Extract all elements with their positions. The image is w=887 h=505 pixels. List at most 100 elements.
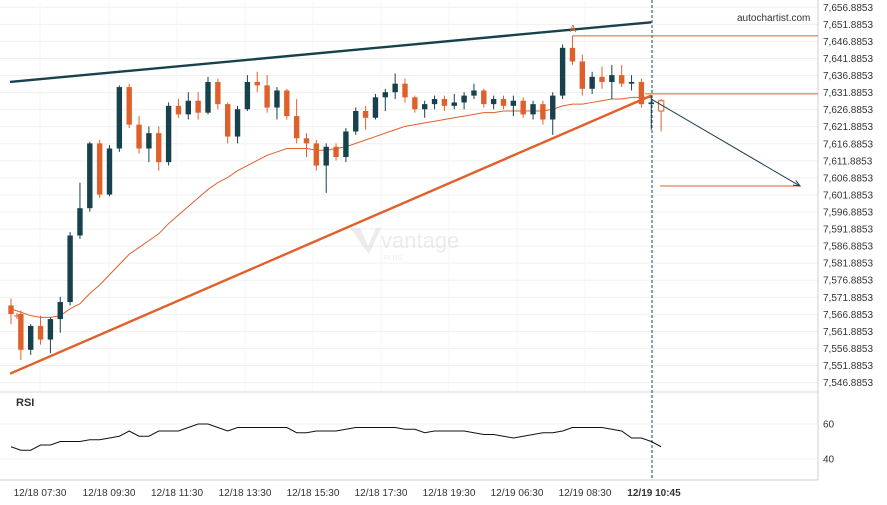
- candle-body: [619, 75, 625, 84]
- candle-body: [333, 146, 339, 158]
- candle: [471, 83, 477, 100]
- price-tick-label: 7,656.8853: [823, 3, 873, 14]
- candle-body: [392, 83, 398, 93]
- candle-body: [28, 325, 34, 350]
- candle: [382, 88, 388, 111]
- candle-body: [530, 104, 536, 115]
- candle-body: [402, 83, 408, 98]
- candle: [392, 73, 398, 100]
- candle-body: [540, 104, 546, 120]
- candle: [510, 95, 517, 117]
- candle: [461, 92, 467, 110]
- time-tick-label: 12/18 13:30: [219, 488, 272, 499]
- candle-body: [589, 76, 595, 89]
- candle: [343, 128, 349, 163]
- candle-body: [372, 97, 379, 118]
- candle-body: [451, 102, 457, 106]
- candle: [628, 75, 635, 91]
- time-tick-label: 12/18 15:30: [287, 488, 340, 499]
- candle-body: [146, 133, 152, 149]
- price-axis: 7,656.8853 7,651.8853 7,646.8853 7,641.8853…: [823, 3, 873, 389]
- candle-body: [323, 146, 329, 166]
- price-tick-label: 7,576.8853: [823, 276, 873, 287]
- price-tick-label: 7,586.8853: [823, 242, 873, 253]
- price-tick-label: 7,631.8853: [823, 88, 873, 99]
- target-arrowhead: [792, 180, 802, 187]
- candle: [8, 298, 14, 325]
- candle-body: [579, 61, 585, 89]
- candle-body: [284, 90, 290, 117]
- candle: [333, 143, 339, 161]
- candle-body: [599, 76, 605, 82]
- rsi-panel: 60 40: [0, 420, 835, 466]
- rsi-line: [10, 423, 662, 451]
- candle: [638, 78, 645, 108]
- price-tick-label: 7,621.8853: [823, 122, 873, 133]
- price-tick-label: 7,641.8853: [823, 54, 873, 65]
- time-tick-label: 12/19 06:30: [491, 488, 544, 499]
- candle: [205, 76, 211, 115]
- candle: [619, 64, 625, 88]
- candle: [37, 315, 44, 345]
- candle-body: [136, 124, 142, 149]
- candle: [431, 95, 438, 110]
- candle: [57, 296, 63, 333]
- candle: [293, 99, 300, 144]
- candle: [77, 182, 83, 239]
- time-axis: 12/18 07:30 12/18 09:30 12/18 11:30 12/18 1…: [14, 488, 682, 499]
- candle-body: [18, 313, 24, 350]
- candle-body: [609, 75, 615, 82]
- candle: [274, 87, 280, 120]
- candle-body: [87, 143, 93, 209]
- candle: [362, 105, 369, 130]
- time-tick-label: 12/19 10:45: [627, 488, 681, 499]
- candle: [559, 44, 566, 100]
- candle-body: [550, 95, 556, 120]
- candle: [520, 97, 526, 118]
- price-tick-label: 7,566.8853: [823, 310, 873, 321]
- candle: [313, 139, 320, 171]
- time-tick-label: 12/18 09:30: [83, 488, 136, 499]
- price-tick-label: 7,651.8853: [823, 20, 873, 31]
- price-tick-label: 7,571.8853: [823, 293, 873, 304]
- watermark-sub: PLUS: [384, 255, 403, 262]
- candle: [569, 35, 576, 65]
- candle-body: [195, 100, 201, 113]
- candle-body: [343, 131, 349, 158]
- time-tick-label: 12/18 07:30: [14, 488, 67, 499]
- resistance-trendline: [9, 21, 652, 84]
- candle: [372, 93, 379, 120]
- price-tick-label: 7,596.8853: [823, 208, 873, 219]
- candle-body: [500, 99, 507, 106]
- candle: [28, 324, 34, 355]
- watermark-brand: vantage: [381, 228, 459, 253]
- target-arrow-line: [650, 98, 801, 187]
- candle-body: [215, 81, 221, 105]
- price-tick-label: 7,606.8853: [823, 173, 873, 184]
- price-tick-label: 7,601.8853: [823, 190, 873, 201]
- candle: [87, 141, 93, 212]
- candle-body: [264, 85, 270, 108]
- candle: [481, 88, 487, 108]
- candle: [67, 232, 73, 306]
- candle: [589, 71, 595, 94]
- candle: [579, 54, 585, 96]
- price-tick-label: 7,611.8853: [823, 156, 873, 167]
- candle: [648, 95, 654, 130]
- time-tick-label: 12/18 19:30: [423, 488, 476, 499]
- candle: [353, 107, 359, 135]
- chart-grid: [0, 0, 819, 481]
- candle-body: [520, 100, 526, 115]
- trend-lines: [9, 21, 652, 375]
- candle-body: [422, 104, 428, 110]
- candle: [244, 75, 251, 111]
- price-tick-label: 7,546.8853: [823, 378, 873, 389]
- candle-body: [648, 102, 654, 105]
- candle: [530, 100, 536, 120]
- candle-body: [156, 133, 162, 163]
- support-trendline: [9, 94, 652, 375]
- price-tick-label: 7,561.8853: [823, 327, 873, 338]
- candle-body: [106, 148, 113, 195]
- candle: [441, 95, 448, 111]
- candle-body: [96, 143, 103, 195]
